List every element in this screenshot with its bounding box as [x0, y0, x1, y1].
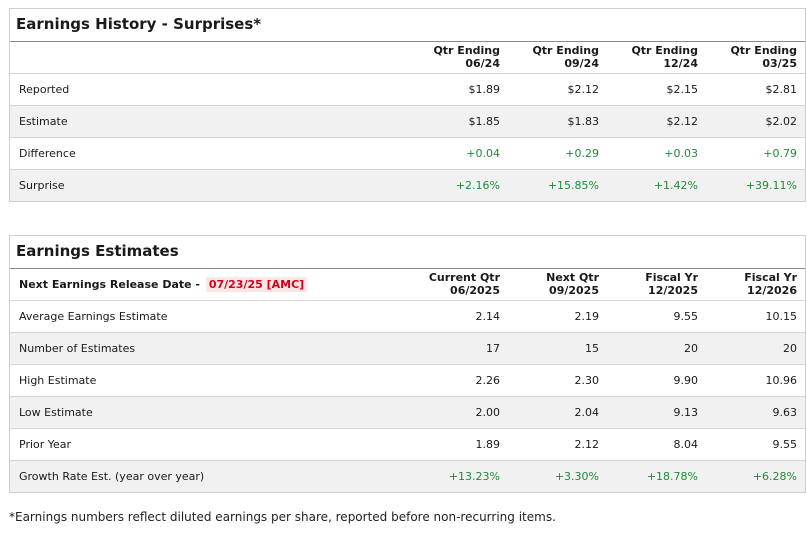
footnote: *Earnings numbers reflect diluted earnin…	[9, 510, 556, 524]
table-cell: 2.00	[409, 395, 508, 428]
table-cell: 15	[508, 331, 607, 364]
table-cell: 20	[706, 331, 805, 364]
table-cell: 2.14	[409, 299, 508, 332]
table-cell: 1.89	[409, 427, 508, 460]
table-cell: 2.19	[508, 299, 607, 332]
column-header: Qtr Ending 06/24	[433, 44, 500, 71]
table-cell: 9.90	[607, 363, 706, 396]
table-cell: $1.89	[409, 72, 508, 105]
table-cell: 9.55	[706, 427, 805, 460]
table-cell: 10.15	[706, 299, 805, 332]
table-cell: +1.42%	[607, 168, 706, 201]
table-cell: 2.04	[508, 395, 607, 428]
table-cell: +13.23%	[409, 459, 508, 492]
table-row: Average Earnings Estimate 2.14 2.19 9.55…	[10, 299, 805, 332]
table-row: Number of Estimates 17 15 20 20	[10, 331, 805, 364]
table-cell: $2.81	[706, 72, 805, 105]
row-label: Average Earnings Estimate	[10, 299, 409, 332]
table-cell: +0.03	[607, 136, 706, 169]
table-row: Estimate $1.85 $1.83 $2.12 $2.02	[10, 104, 805, 137]
table-cell: 10.96	[706, 363, 805, 396]
table-cell: +0.04	[409, 136, 508, 169]
table-header-row: Next Earnings Release Date - 07/23/25 [A…	[10, 269, 805, 300]
row-label: Reported	[10, 72, 409, 105]
table-cell: $2.12	[508, 72, 607, 105]
earnings-history-panel: Earnings History - Surprises* Qtr Ending…	[9, 8, 806, 202]
row-label: High Estimate	[10, 363, 409, 396]
next-release-label: Next Earnings Release Date -	[19, 277, 200, 291]
table-cell: +0.29	[508, 136, 607, 169]
table-cell: +6.28%	[706, 459, 805, 492]
table-row: Growth Rate Est. (year over year) +13.23…	[10, 459, 805, 492]
row-label: Estimate	[10, 104, 409, 137]
column-header: Qtr Ending 12/24	[631, 44, 698, 71]
column-header: Next Qtr 09/2025	[546, 271, 599, 298]
column-header: Qtr Ending 09/24	[532, 44, 599, 71]
column-header: Qtr Ending 03/25	[730, 44, 797, 71]
table-cell: $1.83	[508, 104, 607, 137]
earnings-estimates-panel: Earnings Estimates Next Earnings Release…	[9, 235, 806, 493]
earnings-history-title: Earnings History - Surprises*	[10, 9, 805, 42]
table-cell: $2.12	[607, 104, 706, 137]
table-row: Low Estimate 2.00 2.04 9.13 9.63	[10, 395, 805, 428]
table-cell: 2.12	[508, 427, 607, 460]
row-label: Prior Year	[10, 427, 409, 460]
row-label: Growth Rate Est. (year over year)	[10, 459, 409, 492]
table-cell: 8.04	[607, 427, 706, 460]
table-cell: 9.63	[706, 395, 805, 428]
table-cell: 20	[607, 331, 706, 364]
next-release-header: Next Earnings Release Date - 07/23/25 [A…	[10, 269, 409, 300]
table-cell: +18.78%	[607, 459, 706, 492]
table-header-row: Qtr Ending 06/24 Qtr Ending 09/24 Qtr Endi…	[10, 42, 805, 73]
table-cell: +2.16%	[409, 168, 508, 201]
table-cell: $2.15	[607, 72, 706, 105]
table-cell: 9.55	[607, 299, 706, 332]
table-row: Reported $1.89 $2.12 $2.15 $2.81	[10, 72, 805, 105]
earnings-history-table: Qtr Ending 06/24 Qtr Ending 09/24 Qtr Endi…	[10, 42, 805, 201]
table-cell: +39.11%	[706, 168, 805, 201]
table-row: Prior Year 1.89 2.12 8.04 9.55	[10, 427, 805, 460]
table-cell: $1.85	[409, 104, 508, 137]
row-label: Difference	[10, 136, 409, 169]
column-header: Fiscal Yr 12/2025	[645, 271, 698, 298]
next-release-date: 07/23/25 [AMC]	[205, 276, 308, 292]
table-cell: 2.26	[409, 363, 508, 396]
table-cell: +3.30%	[508, 459, 607, 492]
table-cell: 17	[409, 331, 508, 364]
table-cell: 2.30	[508, 363, 607, 396]
table-cell: +15.85%	[508, 168, 607, 201]
table-cell: +0.79	[706, 136, 805, 169]
table-row: High Estimate 2.26 2.30 9.90 10.96	[10, 363, 805, 396]
earnings-estimates-title: Earnings Estimates	[10, 236, 805, 269]
header-empty	[10, 42, 409, 73]
earnings-estimates-table: Next Earnings Release Date - 07/23/25 [A…	[10, 269, 805, 492]
table-cell: $2.02	[706, 104, 805, 137]
table-row: Surprise +2.16% +15.85% +1.42% +39.11%	[10, 168, 805, 201]
column-header: Current Qtr 06/2025	[428, 271, 500, 298]
table-row: Difference +0.04 +0.29 +0.03 +0.79	[10, 136, 805, 169]
row-label: Surprise	[10, 168, 409, 201]
row-label: Low Estimate	[10, 395, 409, 428]
column-header: Fiscal Yr 12/2026	[744, 271, 797, 298]
table-cell: 9.13	[607, 395, 706, 428]
row-label: Number of Estimates	[10, 331, 409, 364]
